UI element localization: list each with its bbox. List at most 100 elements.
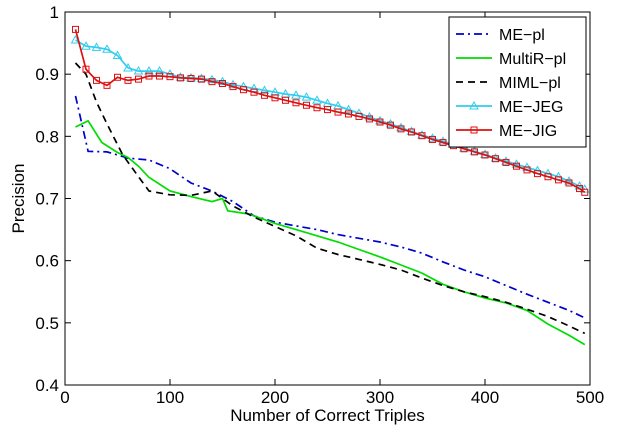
data-point <box>471 148 478 156</box>
data-point <box>408 128 415 136</box>
data-point <box>534 170 541 178</box>
data-point <box>565 179 573 187</box>
x-tick-label: 400 <box>471 388 499 407</box>
data-point <box>385 118 396 128</box>
y-tick-label: 0.8 <box>35 127 59 146</box>
series-0 <box>74 95 586 319</box>
data-point <box>397 125 405 133</box>
data-point <box>429 135 436 143</box>
data-point <box>229 83 237 91</box>
data-point <box>207 74 217 84</box>
data-point <box>186 72 196 82</box>
series-line <box>75 119 586 346</box>
data-point <box>502 158 510 166</box>
data-point <box>282 96 289 104</box>
data-point <box>154 66 165 75</box>
legend-item: MIML−pl <box>456 75 561 92</box>
axis-ticks: 0 100 200 300 400 500 0.4 0.5 0.6 0.7 0.8 0.9 1 <box>35 3 604 407</box>
data-point <box>387 121 394 129</box>
legend-item: ME−JIG <box>456 123 557 140</box>
data-point <box>523 166 531 174</box>
y-tick-label: 1 <box>50 3 59 22</box>
legend-item: ME−pl <box>456 27 545 44</box>
data-point <box>123 62 133 72</box>
legend-label: ME−JIG <box>499 123 557 140</box>
x-tick-label: 300 <box>366 388 394 407</box>
data-point <box>439 139 447 147</box>
x-tick-label: 200 <box>261 388 289 407</box>
y-tick-label: 0.4 <box>35 376 59 395</box>
y-tick-label: 0.7 <box>35 190 59 209</box>
data-point <box>324 106 331 114</box>
data-point <box>396 122 406 132</box>
data-point <box>196 73 207 83</box>
legend-label: MultiR−pl <box>499 51 566 68</box>
y-tick-label: 0.9 <box>35 65 59 84</box>
legend-marker <box>470 126 478 134</box>
data-point <box>103 81 111 89</box>
data-point <box>427 133 438 142</box>
data-point <box>345 110 352 118</box>
data-point <box>312 95 322 104</box>
data-point <box>271 94 279 102</box>
y-axis-label: Precision <box>9 164 28 234</box>
legend: ME−pl MultiR−pl MIML−pl ME−JEG ME−JIG <box>448 16 587 148</box>
data-point <box>501 156 511 165</box>
y-tick-label: 0.5 <box>35 314 59 333</box>
data-point <box>492 155 499 163</box>
data-point <box>555 176 562 184</box>
legend-label: ME−pl <box>499 27 545 44</box>
data-point <box>133 66 144 75</box>
data-point <box>124 76 132 84</box>
data-point <box>513 162 520 170</box>
series-line <box>74 29 586 193</box>
data-point <box>240 86 247 94</box>
legend-marker <box>469 100 479 110</box>
data-point <box>564 176 574 185</box>
data-point <box>343 104 354 114</box>
legend-item: MultiR−pl <box>456 51 566 68</box>
series-line <box>74 95 586 319</box>
data-point <box>156 72 163 80</box>
data-point <box>355 112 363 120</box>
data-point <box>376 118 384 126</box>
series-1 <box>75 119 586 346</box>
data-point <box>511 159 522 168</box>
x-axis-label: Number of Correct Triples <box>230 406 425 425</box>
data-point <box>187 75 195 83</box>
data-point <box>175 72 186 81</box>
x-tick-label: 0 <box>60 388 69 407</box>
data-point <box>166 73 174 81</box>
data-point <box>177 74 184 82</box>
data-point <box>250 88 258 96</box>
data-point <box>576 185 583 193</box>
data-point <box>145 72 153 80</box>
data-point <box>364 112 375 121</box>
data-point <box>81 41 91 50</box>
data-point <box>93 76 100 84</box>
data-point <box>82 65 90 73</box>
data-point <box>418 132 426 140</box>
data-point <box>581 188 589 196</box>
data-point <box>375 115 385 125</box>
data-point <box>438 136 448 145</box>
data-point <box>366 115 373 123</box>
data-point <box>208 78 216 86</box>
data-point <box>91 42 102 51</box>
legend-label: ME−JEG <box>499 99 563 116</box>
data-point <box>544 173 552 181</box>
data-point <box>102 44 112 53</box>
legend-item: ME−JEG <box>456 99 563 116</box>
x-tick-label: 500 <box>576 388 604 407</box>
x-tick-label: 100 <box>156 388 184 407</box>
data-point <box>292 99 300 107</box>
data-point <box>144 66 154 75</box>
series-3 <box>70 34 590 193</box>
data-point <box>291 90 301 99</box>
data-point <box>228 79 238 89</box>
data-point <box>217 76 228 86</box>
series-line <box>74 62 586 335</box>
data-point <box>219 79 226 87</box>
data-point <box>301 92 312 101</box>
